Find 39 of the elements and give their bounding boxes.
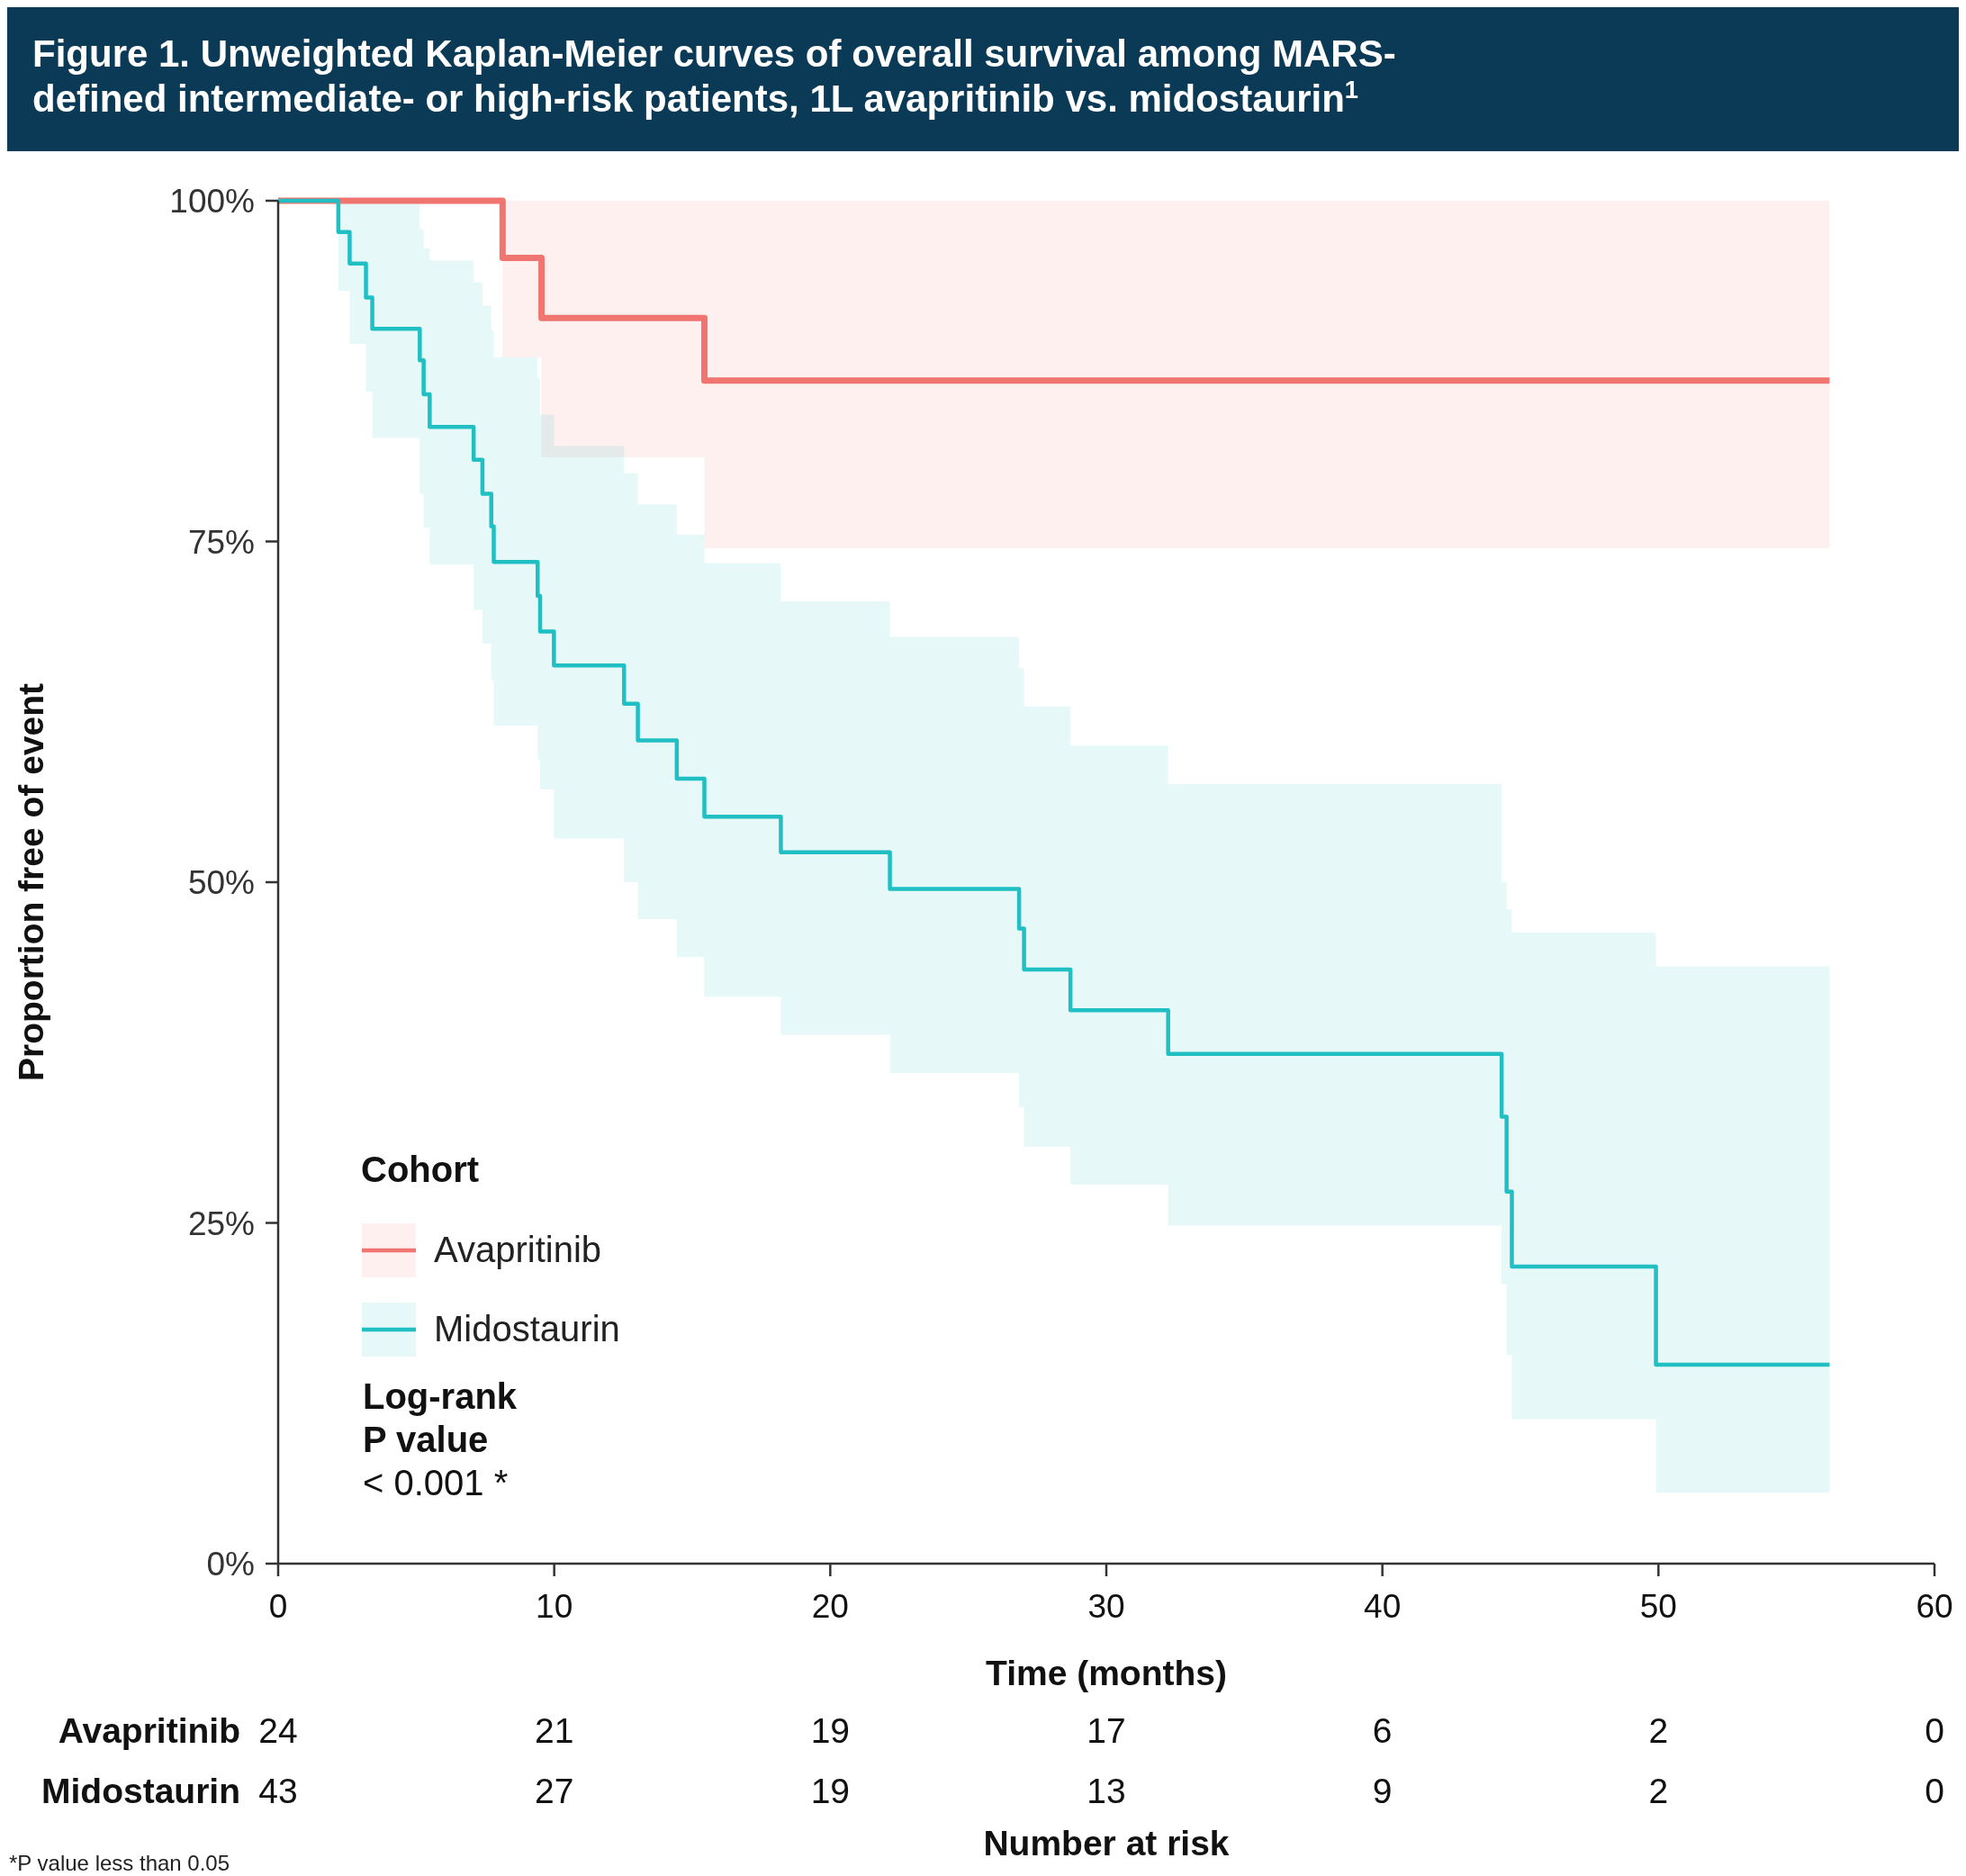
x-tick-label: 20	[811, 1588, 849, 1625]
data-label: 17	[1087, 1711, 1126, 1750]
x-tick-label: 40	[1364, 1588, 1402, 1625]
data-label: 27	[534, 1772, 574, 1810]
x-tick-label: 30	[1087, 1588, 1125, 1625]
x-axis-title: Time (months)	[986, 1654, 1227, 1692]
legend-label: Avapritinib	[434, 1230, 602, 1269]
y-tick-label: 0%	[206, 1546, 255, 1583]
data-label: 21	[534, 1711, 574, 1750]
data-label: 13	[1087, 1772, 1126, 1810]
legend-title: Cohort	[361, 1150, 480, 1189]
annotation: Log-rank	[363, 1376, 518, 1416]
data-label: 19	[810, 1772, 851, 1810]
data-label: 19	[810, 1711, 851, 1750]
data-label: 0	[1925, 1711, 1944, 1750]
y-axis-title: Proportion free of event	[12, 682, 50, 1082]
annotation: P value	[363, 1420, 489, 1459]
data-label: 43	[258, 1772, 298, 1810]
legend-label: Midostaurin	[434, 1309, 620, 1348]
x-tick-label: 60	[1916, 1588, 1953, 1625]
chart-title: Figure 1. Unweighted Kaplan-Meier curves of overall survival among MARS-defined intermediate- or high-risk patients, 1L avapritinib vs. midostaurin$^{1}$	[32, 32, 1396, 120]
y-tick-label: 50%	[187, 864, 255, 901]
y-tick-label: 75%	[187, 523, 255, 561]
y-tick-label: Avapritinib	[58, 1711, 240, 1750]
y-tick-label: Midostaurin	[41, 1772, 240, 1810]
data-label: 2	[1648, 1711, 1669, 1750]
data-label: 0	[1925, 1772, 1944, 1810]
x-tick-label: 50	[1639, 1588, 1677, 1625]
data-label: 6	[1372, 1711, 1393, 1750]
data-label: 2	[1648, 1772, 1669, 1810]
x-tick-label: 0	[268, 1588, 288, 1625]
y-tick-label: 100%	[169, 183, 255, 220]
text: *P value less than 0.05	[9, 1851, 230, 1875]
annotation: < 0.001 *	[363, 1463, 509, 1502]
data-label: 9	[1372, 1772, 1393, 1810]
y-tick-label: 25%	[187, 1204, 255, 1242]
x-axis-title: Number at risk	[983, 1824, 1230, 1862]
x-tick-label: 10	[536, 1588, 573, 1625]
data-label: 24	[258, 1711, 298, 1750]
